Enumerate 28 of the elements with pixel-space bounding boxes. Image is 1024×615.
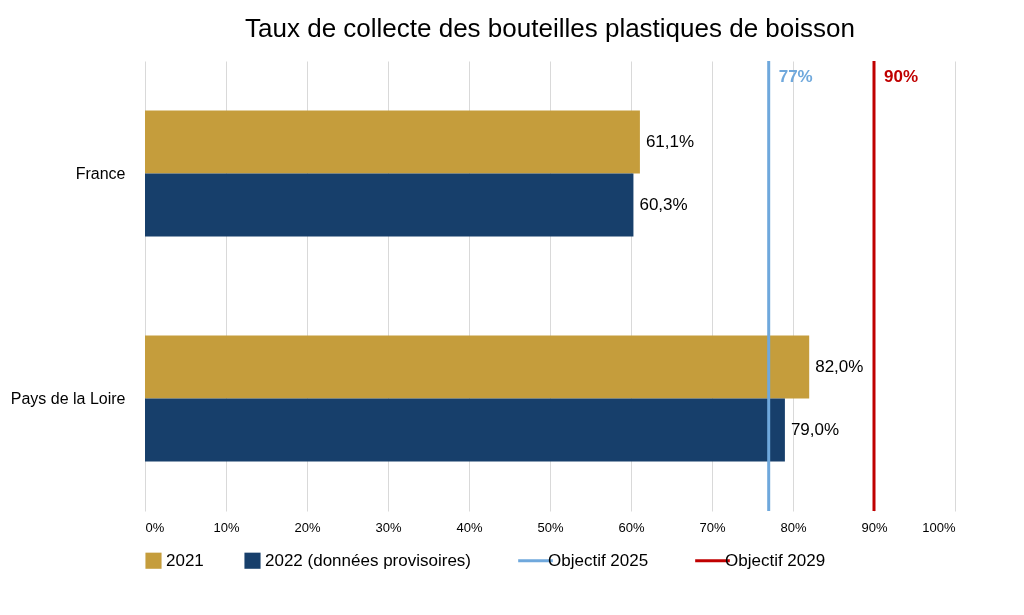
x-tick-label: 70% — [699, 519, 726, 535]
x-tick-label: 60% — [618, 519, 645, 535]
data-label: 60,3% — [639, 195, 688, 214]
bar — [145, 110, 640, 174]
x-tick-label: 90% — [861, 519, 888, 535]
ref-line-label: 77% — [778, 67, 813, 86]
x-tick-label: 40% — [456, 519, 483, 535]
data-label: 82,0% — [815, 357, 864, 376]
data-label: 61,1% — [645, 132, 695, 151]
x-tick-label: 100% — [922, 519, 956, 535]
ref-line-label: 90% — [884, 67, 919, 86]
x-tick-label: 30% — [375, 519, 402, 535]
chart-title: Taux de collecte des bouteilles plastiques de boisson — [245, 12, 855, 43]
x-tick-label: 80% — [780, 519, 807, 535]
x-tick-label: 20% — [294, 519, 321, 535]
legend-label: 2021 — [166, 550, 204, 570]
bar — [145, 173, 634, 237]
x-tick-label: 50% — [537, 519, 564, 535]
data-label: 79,0% — [790, 420, 840, 439]
bar — [145, 398, 785, 462]
legend-label: 2022 (données provisoires) — [265, 550, 472, 570]
y-tick-label: France — [75, 164, 126, 182]
y-tick-label: Pays de la Loire — [10, 389, 126, 407]
text: Objectif 2029 — [725, 550, 826, 570]
x-tick-label: 10% — [213, 519, 240, 535]
text: Objectif 2025 — [548, 550, 649, 570]
x-tick-label: 0% — [145, 519, 165, 535]
bar — [145, 335, 810, 399]
